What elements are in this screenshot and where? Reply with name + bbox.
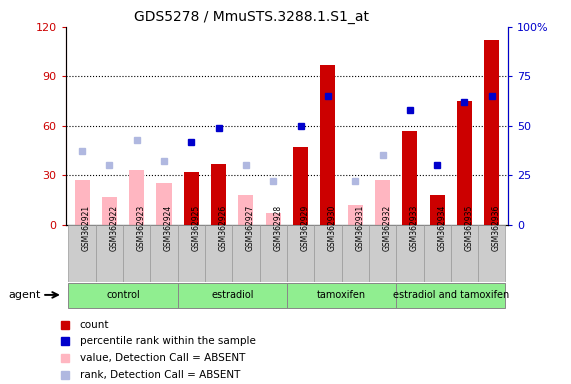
Bar <box>429 195 445 225</box>
Bar <box>123 225 150 282</box>
Bar <box>69 283 178 308</box>
Bar <box>484 40 499 225</box>
Bar <box>314 225 341 282</box>
Bar <box>341 225 369 282</box>
Text: estradiol and tamoxifen: estradiol and tamoxifen <box>393 290 509 300</box>
Bar <box>375 180 390 225</box>
Bar <box>403 131 417 225</box>
Bar <box>369 225 396 282</box>
Bar <box>69 225 96 282</box>
Text: GSM362932: GSM362932 <box>383 204 392 251</box>
Bar <box>287 225 314 282</box>
Bar <box>96 225 123 282</box>
Text: GSM362927: GSM362927 <box>246 204 255 251</box>
Text: control: control <box>106 290 140 300</box>
Bar <box>266 213 281 225</box>
Bar <box>320 65 335 225</box>
Bar <box>75 180 90 225</box>
Bar <box>451 225 478 282</box>
Text: GSM362929: GSM362929 <box>300 204 309 251</box>
Text: count: count <box>80 320 109 330</box>
Bar <box>156 184 171 225</box>
Bar <box>478 225 505 282</box>
Text: GSM362934: GSM362934 <box>437 204 446 251</box>
Text: GSM362925: GSM362925 <box>191 204 200 251</box>
Text: GDS5278 / MmuSTS.3288.1.S1_at: GDS5278 / MmuSTS.3288.1.S1_at <box>134 10 369 23</box>
Text: GSM362924: GSM362924 <box>164 204 173 251</box>
Text: estradiol: estradiol <box>211 290 254 300</box>
Text: GSM362921: GSM362921 <box>82 204 91 251</box>
Text: GSM362928: GSM362928 <box>274 204 282 251</box>
Text: agent: agent <box>9 290 41 300</box>
Bar <box>205 225 232 282</box>
Text: GSM362936: GSM362936 <box>492 204 501 251</box>
Bar <box>260 225 287 282</box>
Bar <box>232 225 260 282</box>
Text: GSM362926: GSM362926 <box>219 204 228 251</box>
Text: GSM362930: GSM362930 <box>328 204 337 251</box>
Bar <box>178 225 205 282</box>
Text: GSM362931: GSM362931 <box>355 204 364 251</box>
Text: GSM362935: GSM362935 <box>464 204 473 251</box>
Bar <box>348 205 363 225</box>
Bar <box>129 170 144 225</box>
Bar <box>184 172 199 225</box>
Bar <box>424 225 451 282</box>
Bar <box>293 147 308 225</box>
Text: tamoxifen: tamoxifen <box>317 290 366 300</box>
Bar <box>457 101 472 225</box>
Text: percentile rank within the sample: percentile rank within the sample <box>80 336 256 346</box>
Bar <box>178 283 287 308</box>
Text: GSM362923: GSM362923 <box>136 204 146 251</box>
Text: GSM362933: GSM362933 <box>410 204 419 251</box>
Text: value, Detection Call = ABSENT: value, Detection Call = ABSENT <box>80 353 245 363</box>
Bar <box>287 283 396 308</box>
Text: rank, Detection Call = ABSENT: rank, Detection Call = ABSENT <box>80 371 240 381</box>
Bar <box>396 225 424 282</box>
Text: GSM362922: GSM362922 <box>110 204 118 251</box>
Bar <box>239 195 254 225</box>
Bar <box>102 197 117 225</box>
Bar <box>150 225 178 282</box>
Bar <box>396 283 505 308</box>
Bar <box>211 164 226 225</box>
